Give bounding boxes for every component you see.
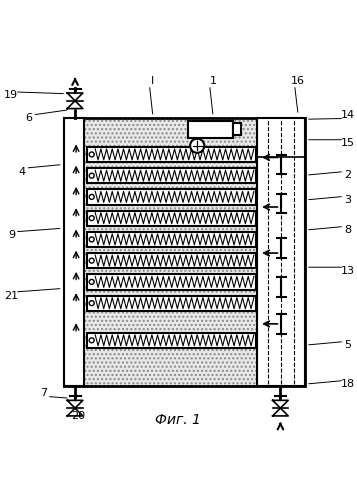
Text: 15: 15	[341, 138, 355, 148]
Text: Фиг. 1: Фиг. 1	[155, 413, 201, 427]
Circle shape	[89, 338, 94, 343]
Bar	[87, 168, 256, 183]
Bar	[64, 118, 305, 386]
Bar	[233, 123, 241, 136]
Text: 13: 13	[341, 266, 355, 276]
Polygon shape	[67, 93, 83, 101]
Bar	[87, 232, 256, 247]
Text: 20: 20	[71, 411, 86, 421]
Circle shape	[89, 216, 94, 221]
Text: 5: 5	[344, 340, 351, 350]
Text: 8: 8	[344, 225, 351, 235]
Bar	[87, 333, 256, 348]
Circle shape	[89, 152, 94, 157]
Polygon shape	[273, 400, 288, 408]
Bar	[87, 189, 256, 205]
Text: 3: 3	[344, 195, 351, 205]
Bar	[64, 118, 305, 386]
Circle shape	[89, 237, 94, 242]
Polygon shape	[67, 101, 83, 109]
Circle shape	[190, 139, 204, 153]
Text: 19: 19	[4, 90, 18, 100]
Polygon shape	[273, 408, 288, 416]
Bar	[257, 118, 305, 386]
Text: 9: 9	[8, 231, 15, 241]
Circle shape	[89, 301, 94, 305]
Text: 14: 14	[341, 110, 355, 120]
Text: 1: 1	[210, 76, 217, 86]
Bar	[64, 118, 84, 386]
Bar	[87, 274, 256, 289]
Text: 4: 4	[18, 167, 25, 177]
Circle shape	[89, 173, 94, 178]
Polygon shape	[67, 408, 83, 416]
Polygon shape	[67, 400, 83, 408]
Bar	[87, 211, 256, 226]
Text: 7: 7	[40, 388, 47, 398]
Text: I: I	[151, 76, 155, 86]
Text: 18: 18	[341, 379, 355, 389]
Bar	[188, 121, 233, 138]
Text: 16: 16	[291, 76, 305, 86]
Bar	[87, 253, 256, 268]
Bar	[87, 295, 256, 311]
Circle shape	[89, 195, 94, 200]
Bar	[87, 147, 256, 162]
Circle shape	[89, 279, 94, 284]
Text: 21: 21	[4, 290, 18, 300]
Circle shape	[89, 258, 94, 263]
Text: 6: 6	[25, 113, 32, 123]
Text: 2: 2	[344, 170, 351, 180]
